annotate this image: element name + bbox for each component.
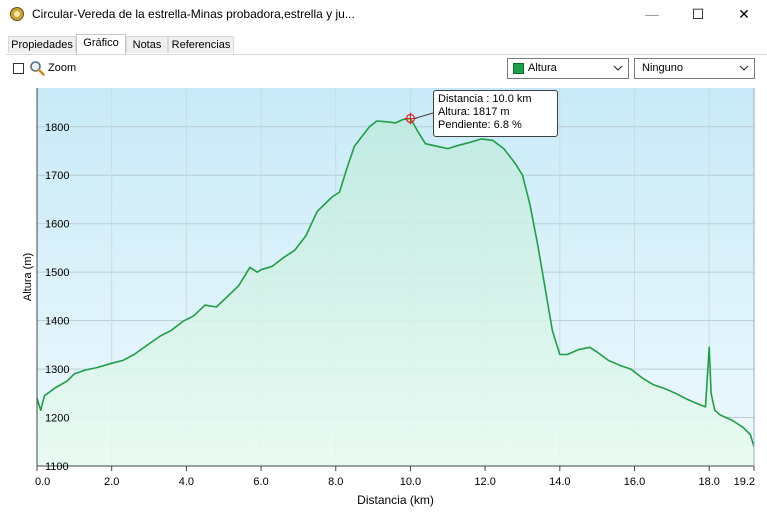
y-tick-labels: 1100 1200 1300 1400 1500 1600 1700 1800 bbox=[45, 122, 69, 473]
series-color-swatch bbox=[513, 63, 524, 74]
zoom-checkbox[interactable] bbox=[13, 63, 24, 74]
tooltip-altitude: Altura: 1817 m bbox=[438, 106, 510, 118]
x-tick-label: 8.0 bbox=[328, 476, 343, 488]
y-axis-label: Altura (m) bbox=[22, 253, 34, 301]
close-button[interactable]: ✕ bbox=[738, 6, 750, 22]
y-tick-label: 1700 bbox=[45, 170, 69, 182]
x-tick-label: 4.0 bbox=[179, 476, 194, 488]
y-tick-label: 1300 bbox=[45, 364, 69, 376]
magnifier-icon bbox=[30, 61, 45, 76]
x-tick-label: 2.0 bbox=[104, 476, 119, 488]
tab-grafico[interactable]: Gráfico bbox=[76, 34, 126, 55]
x-tick-label: 6.0 bbox=[253, 476, 268, 488]
series-select[interactable]: Altura bbox=[507, 58, 629, 79]
title-bar: Circular-Vereda de la estrella-Minas pro… bbox=[0, 0, 767, 30]
window-title: Circular-Vereda de la estrella-Minas pro… bbox=[32, 7, 355, 21]
zoom-label: Zoom bbox=[48, 62, 77, 74]
x-tick-label: 0.0 bbox=[35, 476, 50, 488]
overlay-select[interactable]: Ninguno bbox=[634, 58, 755, 79]
y-tick-label: 1800 bbox=[45, 122, 69, 134]
x-tick-label: 18.0 bbox=[698, 476, 719, 488]
x-tick-label: 19.2 bbox=[734, 476, 755, 488]
maximize-button[interactable]: ☐ bbox=[691, 6, 705, 22]
data-tooltip: Distancia : 10.0 km Altura: 1817 m Pendi… bbox=[433, 90, 558, 137]
tab-notas[interactable]: Notas bbox=[126, 36, 168, 53]
tab-divider bbox=[6, 54, 767, 55]
tooltip-distance: Distancia : 10.0 km bbox=[438, 93, 532, 105]
elevation-chart[interactable]: 0.0 2.0 4.0 6.0 8.0 10.0 12.0 14.0 16.0 18.0 19.2 … bbox=[0, 80, 767, 522]
crosshair-marker-icon bbox=[404, 112, 434, 125]
tab-referencias[interactable]: Referencias bbox=[168, 36, 234, 53]
x-tick-label: 14.0 bbox=[549, 476, 570, 488]
app-compass-icon bbox=[10, 7, 24, 21]
y-tick-label: 1200 bbox=[45, 413, 69, 425]
x-tick-label: 16.0 bbox=[624, 476, 645, 488]
x-tick-labels: 0.0 2.0 4.0 6.0 8.0 10.0 12.0 14.0 16.0 18.0 19.2 bbox=[35, 466, 755, 488]
x-axis-label: Distancia (km) bbox=[357, 493, 434, 507]
y-tick-label: 1400 bbox=[45, 316, 69, 328]
y-tick-label: 1500 bbox=[45, 267, 69, 279]
overlay-select-value: Ninguno bbox=[642, 62, 683, 74]
y-tick-label: 1100 bbox=[45, 461, 69, 473]
elevation-area bbox=[37, 118, 754, 466]
chevron-down-icon bbox=[739, 65, 749, 71]
x-tick-label: 12.0 bbox=[474, 476, 495, 488]
tooltip-slope: Pendiente: 6.8 % bbox=[438, 119, 522, 131]
minimize-button[interactable]: — bbox=[645, 6, 659, 22]
x-tick-label: 10.0 bbox=[400, 476, 421, 488]
y-tick-label: 1600 bbox=[45, 219, 69, 231]
chevron-down-icon bbox=[613, 65, 623, 71]
tab-propiedades[interactable]: Propiedades bbox=[8, 36, 76, 53]
series-select-value: Altura bbox=[528, 62, 557, 74]
